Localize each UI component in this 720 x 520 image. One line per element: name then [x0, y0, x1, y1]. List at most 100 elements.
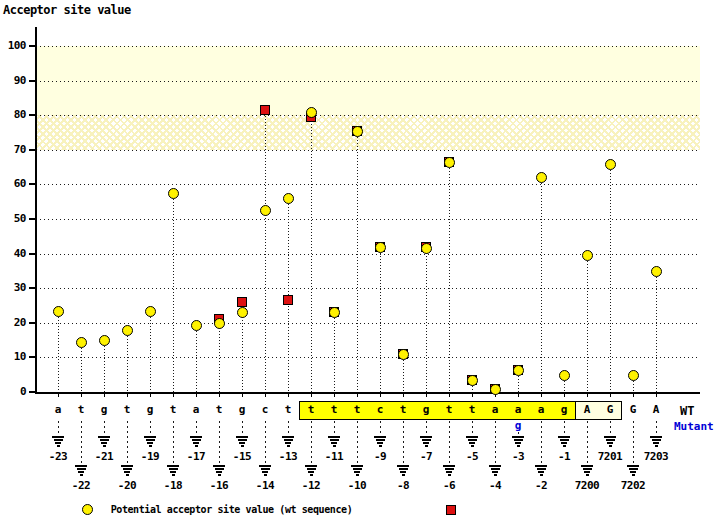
baseline-tick--2	[541, 393, 542, 397]
gridline-80	[36, 115, 700, 116]
base--12: t	[304, 403, 318, 416]
leader--14	[265, 421, 266, 465]
ground-icon--20	[123, 468, 132, 470]
baseline-tick--7	[426, 393, 427, 397]
ground-icon--9	[374, 436, 386, 438]
ground-icon-7203	[655, 445, 658, 447]
leader--2	[541, 421, 542, 465]
y-label-0: 0	[0, 385, 26, 398]
ground-icon--15	[236, 436, 248, 438]
y-label-70: 70	[0, 143, 26, 156]
legend: Potential acceptor site value (wt sequen…	[0, 496, 720, 520]
leader--21	[104, 421, 105, 436]
base--16: t	[212, 403, 226, 416]
wt-point--7	[421, 243, 432, 254]
mutant-point--13	[283, 295, 293, 305]
legend-item-wt: Potential acceptor site value (wt sequen…	[82, 499, 352, 513]
ground-icon--17	[192, 439, 201, 441]
baseline-tick-7203	[656, 393, 657, 397]
base--18: t	[166, 403, 180, 416]
ground-icon--11	[333, 445, 336, 447]
y-label-40: 40	[0, 247, 26, 260]
leader--12	[311, 421, 312, 465]
stem--6	[449, 162, 450, 392]
stem-7203	[656, 271, 657, 392]
position-label--4: -4	[479, 479, 511, 492]
leader--1	[564, 421, 565, 436]
baseline-tick--11	[334, 393, 335, 397]
gridline-10	[36, 357, 700, 358]
wt-point--12	[306, 107, 317, 118]
stem--17	[196, 325, 197, 392]
score-band-hatched	[36, 115, 700, 150]
leader--6	[449, 421, 450, 465]
ground-icon--16	[218, 474, 221, 476]
ground-icon--4	[491, 468, 500, 470]
ground-icon--6	[446, 471, 452, 473]
base-7203: A	[649, 403, 663, 416]
ground-icon--4	[492, 471, 498, 473]
position-label--21: -21	[88, 450, 120, 463]
position-label--14: -14	[249, 479, 281, 492]
ground-icon-7200	[583, 468, 592, 470]
y-tick-90	[29, 80, 35, 82]
gridline-60	[36, 184, 700, 185]
base--9: c	[373, 403, 387, 416]
ground-icon-7201	[606, 439, 615, 441]
y-tick-20	[29, 322, 35, 324]
wt-point--16	[214, 318, 225, 329]
wt-point-7200	[582, 250, 593, 261]
gridline-50	[36, 219, 700, 220]
baseline-tick--22	[81, 393, 82, 397]
wt-point--23	[53, 306, 64, 317]
ground-icon--21	[103, 445, 106, 447]
y-label-20: 20	[0, 316, 26, 329]
ground-icon--14	[264, 474, 267, 476]
ground-icon--7	[425, 445, 428, 447]
base--23: a	[51, 403, 65, 416]
base--6: t	[442, 403, 456, 416]
stem--12	[311, 112, 312, 392]
ground-icon--9	[377, 442, 383, 444]
position-label--19: -19	[134, 450, 166, 463]
ground-icon--2	[538, 471, 544, 473]
position-label--2: -2	[525, 479, 557, 492]
stem--10	[357, 131, 358, 392]
ground-icon--22	[78, 471, 84, 473]
position-label--7: -7	[410, 450, 442, 463]
baseline-tick--1	[564, 393, 565, 397]
leader-7202	[633, 421, 634, 465]
leader-7200	[587, 421, 588, 465]
leader--18	[173, 421, 174, 465]
mutant-base--3: g	[511, 419, 525, 432]
baseline-tick--15	[242, 393, 243, 397]
base--5: t	[465, 403, 479, 416]
ground-icon--3	[515, 442, 521, 444]
position-label--22: -22	[65, 479, 97, 492]
ground-icon--21	[100, 439, 109, 441]
base-7201: G	[603, 403, 617, 416]
base--8: t	[396, 403, 410, 416]
mutant-point--14	[260, 105, 270, 115]
ground-icon-7200	[586, 474, 589, 476]
ground-icon--21	[98, 436, 110, 438]
ground-icon-7202	[632, 474, 635, 476]
gridline-90	[36, 81, 700, 82]
ground-icon--5	[471, 445, 474, 447]
x-axis-baseline	[35, 392, 700, 394]
leader--8	[403, 421, 404, 465]
leader--11	[334, 421, 335, 436]
stem--20	[127, 330, 128, 392]
ground-icon--18	[169, 468, 178, 470]
ground-icon-7203	[652, 439, 661, 441]
baseline-tick--9	[380, 393, 381, 397]
base--14: c	[258, 403, 272, 416]
baseline-tick--23	[58, 393, 59, 397]
y-tick-10	[29, 356, 35, 358]
ground-icon-7200	[584, 471, 590, 473]
y-label-80: 80	[0, 108, 26, 121]
wt-point--21	[99, 335, 110, 346]
y-label-30: 30	[0, 281, 26, 294]
ground-icon--23	[54, 439, 63, 441]
wt-point--17	[191, 320, 202, 331]
